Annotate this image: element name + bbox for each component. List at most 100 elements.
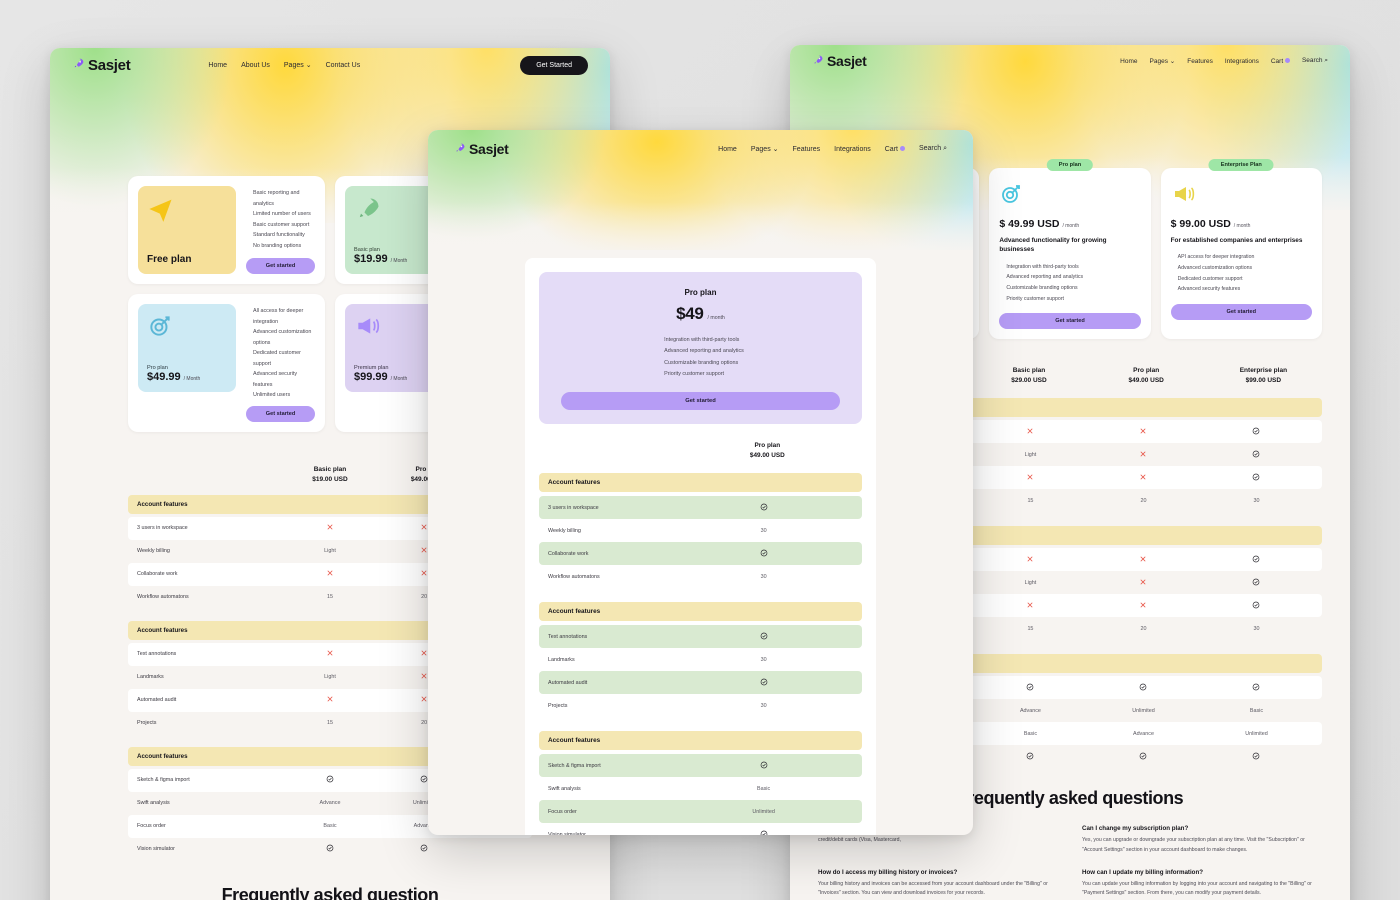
row-cell [283, 844, 377, 854]
plan-period: / Month [390, 376, 408, 382]
x-icon [1139, 427, 1147, 437]
brand-name: Sasjet [827, 53, 867, 69]
cell-value: 20 [421, 594, 428, 601]
plan-headline: For established companies and enterprise… [1170, 237, 1303, 244]
nav-link-features[interactable]: Features [1187, 57, 1213, 65]
cell-value: 15 [326, 720, 333, 727]
nav-link-cart[interactable]: Cart [1271, 57, 1290, 65]
nav-link-home[interactable]: Home [718, 145, 737, 153]
megaphone-icon [354, 313, 434, 344]
row-cell: Basic [1200, 708, 1313, 714]
plan-card-free[interactable]: Free plan Basic reporting and analytics … [128, 176, 325, 284]
table-row: Automated audit [539, 671, 862, 695]
feature-item: Advanced customization options [1178, 263, 1312, 274]
plan-card-enterprise[interactable]: Enterprise Plan $ 99.00 USD / month For … [1160, 159, 1322, 340]
x-icon [420, 649, 428, 659]
cart-dot-icon [1284, 57, 1290, 63]
x-icon [1026, 427, 1034, 437]
nav-link-integrations[interactable]: Integrations [834, 145, 871, 153]
plan-period: / month [1062, 223, 1080, 229]
navbar-right: Sasjet Home Pages ⌄ Features Integration… [790, 45, 1350, 77]
brand-logo[interactable]: Sasjet [72, 57, 131, 74]
check-icon [326, 775, 334, 785]
plan-name: Premium plan [354, 365, 389, 371]
plan-card-pro[interactable]: Pro plan $49.99 / Month All access for d… [128, 294, 325, 432]
cell-value: 30 [1253, 625, 1260, 632]
row-cell [974, 473, 1087, 483]
get-started-button[interactable]: Get started [246, 258, 315, 274]
row-cell: Advance [974, 708, 1087, 714]
get-started-button[interactable]: Get started [1170, 303, 1312, 320]
cell-value: Light [1024, 579, 1037, 586]
x-icon [420, 672, 428, 682]
target-icon [999, 182, 1140, 211]
nav-link-pages[interactable]: Pages ⌄ [283, 62, 312, 69]
row-cell [283, 523, 377, 533]
plan-period: / month [707, 315, 725, 321]
nav-link-integrations[interactable]: Integrations [1224, 57, 1259, 65]
plan-tile: Free plan [138, 186, 236, 274]
nav-link-search[interactable]: Search ⌕ [1301, 57, 1328, 64]
get-started-button[interactable]: Get started [246, 405, 315, 422]
x-icon [420, 569, 428, 579]
row-cell: 15 [283, 720, 377, 726]
table-row: Workflow automatons 15 20 [128, 586, 532, 609]
brand-logo[interactable]: Sasjet [812, 53, 867, 69]
faq-item[interactable]: How can I update my billing information?… [1082, 869, 1322, 899]
faq-answer: You can update your billing information … [1082, 880, 1312, 897]
plan-period: / Month [390, 258, 408, 264]
row-label: Landmarks [137, 674, 164, 681]
page-title: Fit your business goals [948, 105, 1192, 131]
megaphone-icon [1171, 182, 1312, 211]
plan-badge: Pro plan [1046, 159, 1094, 171]
nav-link-features[interactable]: Features [792, 145, 821, 153]
row-label: Collaborate work [137, 571, 178, 578]
row-cell [1087, 555, 1200, 565]
rocket-icon [812, 53, 824, 69]
row-cell: Light [283, 674, 377, 680]
x-icon [326, 649, 334, 659]
get-started-button[interactable]: Get Started [520, 55, 588, 75]
feature-item: Basic reporting and analytics [253, 188, 315, 209]
nav-link-search[interactable]: Search ⌕ [918, 145, 947, 152]
row-cell: 20 [1087, 498, 1200, 504]
table-row: Sketch & figma import [539, 754, 862, 778]
x-icon [326, 523, 334, 533]
faq-item[interactable]: Can I change my subscription plan? Yes, … [1082, 825, 1322, 855]
nav-link-pages[interactable]: Pages ⌄ [1149, 58, 1176, 65]
row-cell: 20 [377, 594, 471, 600]
table-section-header: Account features [539, 473, 862, 493]
cell-value: Advance [319, 800, 341, 807]
nav-link-home[interactable]: Home [1120, 57, 1138, 65]
nav-link-cart[interactable]: Cart [885, 145, 905, 153]
nav-link-home[interactable]: Home [208, 61, 228, 69]
plan-card-pro[interactable]: Pro plan $49 / month Integration with th… [539, 272, 862, 425]
plan-badge: Enterprise Plan [1208, 159, 1274, 171]
nav-link-contact[interactable]: Contact Us [325, 61, 361, 69]
browser-window-center[interactable]: Sasjet Home Pages ⌄ Features Integration… [428, 130, 973, 835]
check-icon [760, 830, 768, 835]
check-icon [420, 775, 428, 785]
table-column-pro: Pro plan $49.00 USD [1128, 367, 1164, 385]
nav-link-about[interactable]: About Us [241, 61, 270, 69]
row-cell: 30 [711, 703, 816, 709]
row-cell [377, 695, 471, 705]
check-icon [1252, 752, 1260, 762]
faq-item[interactable]: How do I access my billing history or in… [818, 869, 1058, 899]
plan-card-pro[interactable]: Pro plan $ 49.99 USD / month Advanced fu… [989, 159, 1151, 340]
cell-value: 30 [760, 527, 767, 534]
feature-item: Advanced security features [1178, 284, 1312, 295]
get-started-button[interactable]: Get started [999, 313, 1141, 330]
nav-link-pages[interactable]: Pages ⌄ [750, 146, 779, 153]
feature-item: Priority customer support [664, 369, 744, 381]
row-cell [283, 695, 377, 705]
table-column-basic: Basic plan $19.00 USD [312, 465, 348, 483]
row-cell: Unlimited [711, 809, 816, 815]
check-icon [1139, 752, 1147, 762]
brand-logo[interactable]: Sasjet [454, 141, 509, 157]
x-icon [420, 546, 428, 556]
get-started-button[interactable]: Get started [561, 392, 840, 411]
page-subtitle: Start your 30-day trial now · No credit … [625, 231, 776, 238]
plan-price: $49.99 [147, 371, 181, 383]
plan-headline: Advanced functionality for growing busin… [999, 237, 1107, 254]
